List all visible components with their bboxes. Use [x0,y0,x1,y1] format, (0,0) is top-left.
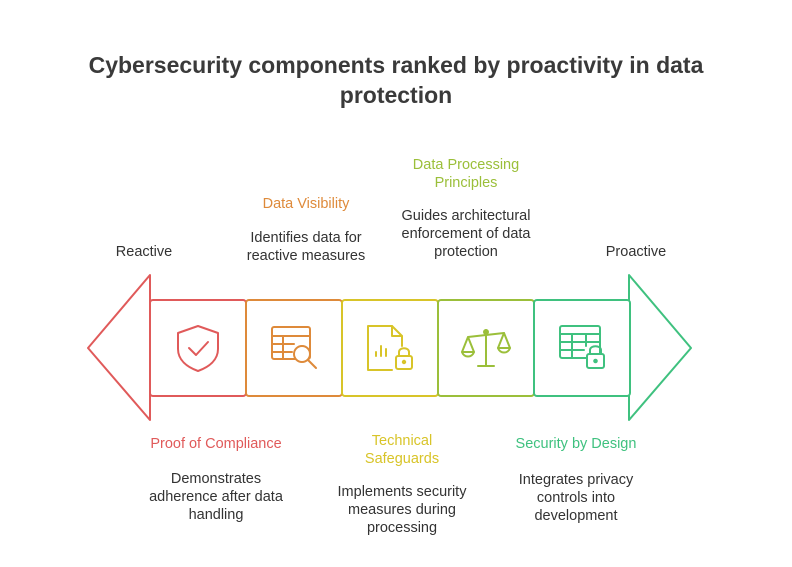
proof-of-compliance-description: Demonstrates adherence after data handli… [149,471,283,523]
data-processing-principles-description: Guides architectural enforcement of data… [401,208,531,260]
shield-check-icon [177,325,219,372]
technical-safeguards-description: Implements security measures during proc… [337,484,467,536]
table-search-icon [271,326,317,369]
segment-data-visibility [245,299,343,397]
data-processing-principles-title: Data Processing Principles [412,157,520,191]
reactive-label: Reactive [115,244,173,260]
security-by-design-title: Security by Design [515,436,637,452]
segment-proof-of-compliance [149,299,247,397]
diagram-title: Cybersecurity components ranked by proac… [0,50,792,110]
table-lock-icon [559,325,605,369]
data-visibility-description: Identifies data for reactive measures [246,230,366,264]
balance-scale-icon [461,329,511,367]
left-arrowhead [87,274,151,421]
right-arrowhead [628,274,692,421]
data-visibility-title: Data Visibility [262,196,350,212]
segment-security-by-design [533,299,631,397]
security-by-design-description: Integrates privacy controls into develop… [518,472,634,524]
document-chart-lock-icon [367,325,413,371]
proof-of-compliance-title: Proof of Compliance [150,436,282,452]
technical-safeguards-title: Technical Safeguards [364,433,440,467]
proactive-label: Proactive [605,244,667,260]
title-line-2: protection [339,82,453,108]
segment-technical-safeguards [341,299,439,397]
title-line-1: Cybersecurity components ranked by proac… [88,52,704,78]
